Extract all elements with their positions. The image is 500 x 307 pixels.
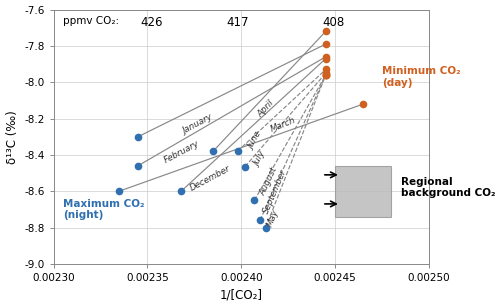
Bar: [335, 166, 392, 217]
Text: April: April: [256, 98, 276, 119]
Text: June: June: [247, 130, 264, 151]
Text: September: September: [262, 168, 289, 215]
Text: February: February: [162, 139, 200, 165]
X-axis label: 1/[CO₂]: 1/[CO₂]: [220, 289, 263, 301]
Text: 408: 408: [322, 16, 344, 29]
Text: July: July: [252, 150, 268, 168]
Text: ppmv CO₂:: ppmv CO₂:: [63, 16, 119, 26]
Text: December: December: [188, 164, 232, 193]
Text: August: August: [258, 165, 279, 197]
Y-axis label: δ¹³C (‰): δ¹³C (‰): [6, 110, 18, 164]
Text: January: January: [181, 113, 214, 136]
Text: Minimum CO₂
(day): Minimum CO₂ (day): [382, 66, 460, 87]
Text: 417: 417: [226, 16, 249, 29]
Text: March: March: [270, 116, 297, 134]
Text: May: May: [266, 208, 280, 227]
Text: Regional
background CO₂: Regional background CO₂: [401, 177, 496, 198]
Text: 426: 426: [140, 16, 162, 29]
Text: Maximum CO₂
(night): Maximum CO₂ (night): [63, 199, 144, 220]
